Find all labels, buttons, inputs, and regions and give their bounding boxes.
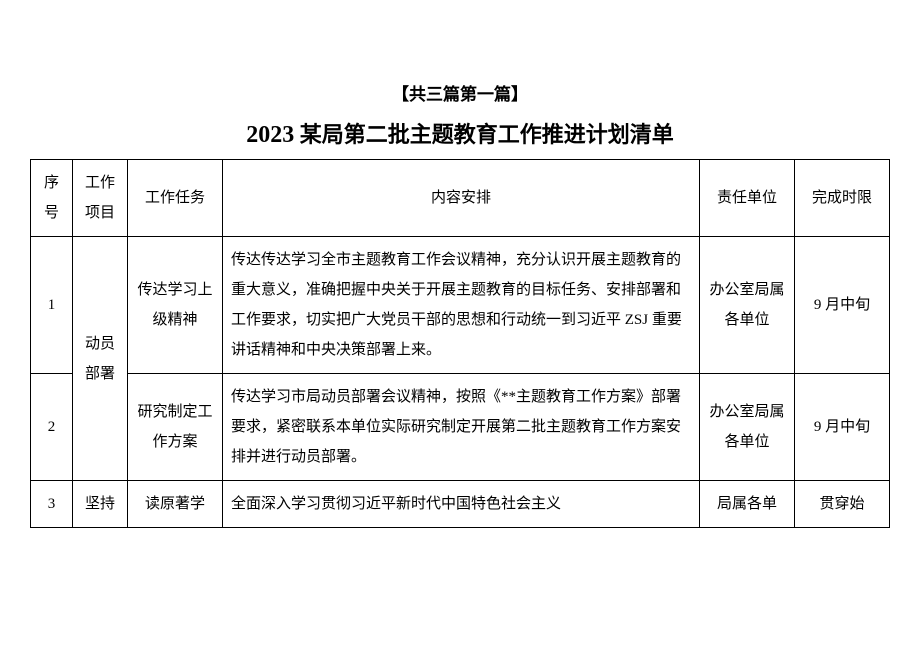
cell-responsible: 办公室局属各单位 [700,237,795,374]
cell-seq: 3 [31,481,73,528]
page-title: 2023 某局第二批主题教育工作推进计划清单 [30,117,890,149]
title-year: 2023 [246,122,294,148]
title-text: 某局第二批主题教育工作推进计划清单 [294,122,674,147]
cell-responsible: 办公室局属各单位 [700,374,795,481]
col-header-content: 内容安排 [223,160,700,237]
header-note: 【共三篇第一篇】 [30,80,890,105]
table-header-row: 序号 工作项目 工作任务 内容安排 责任单位 完成时限 [31,160,890,237]
cell-content: 传达学习市局动员部署会议精神，按照《**主题教育工作方案》部署要求，紧密联系本单… [223,374,700,481]
col-header-task: 工作任务 [128,160,223,237]
plan-table: 序号 工作项目 工作任务 内容安排 责任单位 完成时限 1 动员部署 传达学习上… [30,159,890,528]
cell-deadline: 贯穿始 [795,481,890,528]
cell-project: 动员部署 [73,237,128,481]
cell-task: 研究制定工作方案 [128,374,223,481]
cell-content: 全面深入学习贯彻习近平新时代中国特色社会主义 [223,481,700,528]
col-header-project: 工作项目 [73,160,128,237]
cell-content: 传达传达学习全市主题教育工作会议精神，充分认识开展主题教育的重大意义，准确把握中… [223,237,700,374]
table-row: 3 坚持 读原著学 全面深入学习贯彻习近平新时代中国特色社会主义 局属各单 贯穿… [31,481,890,528]
cell-responsible: 局属各单 [700,481,795,528]
cell-task: 传达学习上级精神 [128,237,223,374]
table-row: 2 研究制定工作方案 传达学习市局动员部署会议精神，按照《**主题教育工作方案》… [31,374,890,481]
col-header-seq: 序号 [31,160,73,237]
cell-task: 读原著学 [128,481,223,528]
col-header-deadline: 完成时限 [795,160,890,237]
cell-deadline: 9 月中旬 [795,374,890,481]
col-header-responsible: 责任单位 [700,160,795,237]
cell-deadline: 9 月中旬 [795,237,890,374]
cell-seq: 2 [31,374,73,481]
cell-project: 坚持 [73,481,128,528]
table-row: 1 动员部署 传达学习上级精神 传达传达学习全市主题教育工作会议精神，充分认识开… [31,237,890,374]
cell-seq: 1 [31,237,73,374]
